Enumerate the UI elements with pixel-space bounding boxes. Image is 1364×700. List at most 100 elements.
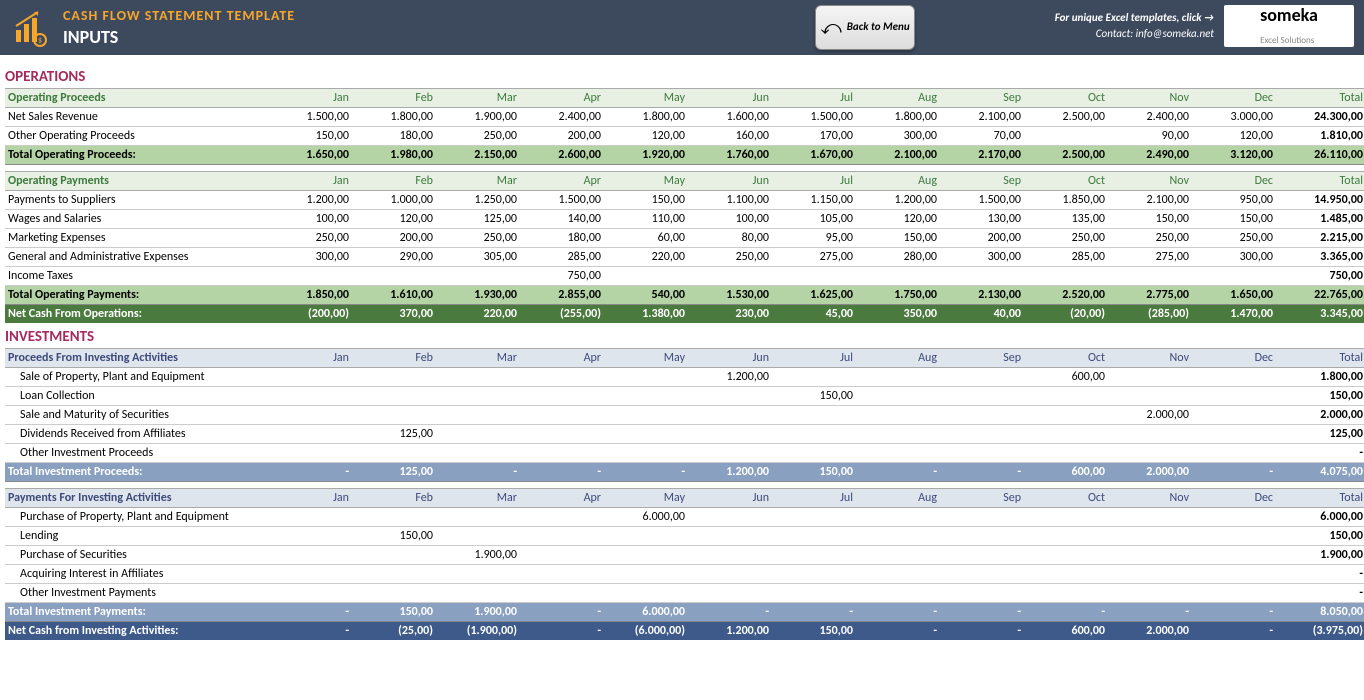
data-cell[interactable]: [858, 406, 942, 425]
data-cell[interactable]: 6.000,00: [1278, 508, 1364, 527]
data-cell[interactable]: 300,00: [942, 248, 1026, 267]
data-cell[interactable]: 3.000,00: [1194, 108, 1278, 127]
data-cell[interactable]: [858, 368, 942, 387]
data-cell[interactable]: 1.800,00: [1278, 368, 1364, 387]
data-cell[interactable]: [1026, 267, 1110, 286]
data-cell[interactable]: [942, 546, 1026, 565]
data-cell[interactable]: 1.500,00: [270, 108, 354, 127]
data-cell[interactable]: 1.900,00: [438, 546, 522, 565]
data-cell[interactable]: [606, 387, 690, 406]
data-cell[interactable]: [354, 406, 438, 425]
data-cell[interactable]: 1.600,00: [690, 108, 774, 127]
data-cell[interactable]: [1110, 267, 1194, 286]
data-cell[interactable]: [774, 565, 858, 584]
data-cell[interactable]: [1194, 425, 1278, 444]
row-label[interactable]: Purchase of Property, Plant and Equipmen…: [5, 508, 270, 527]
data-cell[interactable]: [1110, 387, 1194, 406]
data-cell[interactable]: [1110, 508, 1194, 527]
data-cell[interactable]: [1026, 584, 1110, 603]
data-cell[interactable]: 80,00: [690, 229, 774, 248]
data-cell[interactable]: [438, 368, 522, 387]
data-cell[interactable]: [942, 406, 1026, 425]
data-cell[interactable]: 1.810,00: [1278, 127, 1364, 146]
row-label[interactable]: Net Sales Revenue: [5, 108, 270, 127]
data-cell[interactable]: [690, 387, 774, 406]
data-cell[interactable]: 110,00: [606, 210, 690, 229]
data-cell[interactable]: [774, 267, 858, 286]
data-cell[interactable]: 250,00: [438, 127, 522, 146]
data-cell[interactable]: [522, 425, 606, 444]
data-cell[interactable]: [1110, 565, 1194, 584]
data-cell[interactable]: [690, 267, 774, 286]
data-cell[interactable]: [438, 565, 522, 584]
data-cell[interactable]: 150,00: [354, 527, 438, 546]
data-cell[interactable]: [270, 444, 354, 463]
data-cell[interactable]: [270, 508, 354, 527]
data-cell[interactable]: [690, 527, 774, 546]
data-cell[interactable]: [942, 508, 1026, 527]
data-cell[interactable]: [1194, 546, 1278, 565]
data-cell[interactable]: 160,00: [690, 127, 774, 146]
data-cell[interactable]: [270, 425, 354, 444]
data-cell[interactable]: 600,00: [1026, 368, 1110, 387]
data-cell[interactable]: 280,00: [858, 248, 942, 267]
data-cell[interactable]: 150,00: [606, 191, 690, 210]
data-cell[interactable]: [1026, 527, 1110, 546]
data-cell[interactable]: 100,00: [690, 210, 774, 229]
data-cell[interactable]: [354, 584, 438, 603]
data-cell[interactable]: [1194, 584, 1278, 603]
data-cell[interactable]: [438, 444, 522, 463]
data-cell[interactable]: -: [1278, 584, 1364, 603]
data-cell[interactable]: [1194, 444, 1278, 463]
data-cell[interactable]: [1194, 406, 1278, 425]
data-cell[interactable]: [354, 508, 438, 527]
data-cell[interactable]: 285,00: [1026, 248, 1110, 267]
data-cell[interactable]: [606, 527, 690, 546]
data-cell[interactable]: 1.200,00: [270, 191, 354, 210]
data-cell[interactable]: [690, 584, 774, 603]
data-cell[interactable]: 90,00: [1110, 127, 1194, 146]
data-cell[interactable]: [606, 368, 690, 387]
data-cell[interactable]: [858, 546, 942, 565]
data-cell[interactable]: [438, 406, 522, 425]
data-cell[interactable]: [606, 425, 690, 444]
data-cell[interactable]: 950,00: [1194, 191, 1278, 210]
data-cell[interactable]: 120,00: [858, 210, 942, 229]
row-label[interactable]: Sale of Property, Plant and Equipment: [5, 368, 270, 387]
data-cell[interactable]: [1110, 368, 1194, 387]
data-cell[interactable]: 200,00: [354, 229, 438, 248]
data-cell[interactable]: [858, 584, 942, 603]
data-cell[interactable]: [690, 425, 774, 444]
data-cell[interactable]: 750,00: [1278, 267, 1364, 286]
data-cell[interactable]: 750,00: [522, 267, 606, 286]
data-cell[interactable]: 285,00: [522, 248, 606, 267]
data-cell[interactable]: [942, 425, 1026, 444]
data-cell[interactable]: [270, 387, 354, 406]
data-cell[interactable]: [1026, 406, 1110, 425]
data-cell[interactable]: 1.100,00: [690, 191, 774, 210]
data-cell[interactable]: [606, 406, 690, 425]
data-cell[interactable]: [354, 267, 438, 286]
data-cell[interactable]: [1110, 584, 1194, 603]
data-cell[interactable]: [522, 546, 606, 565]
data-cell[interactable]: 300,00: [858, 127, 942, 146]
data-cell[interactable]: 150,00: [270, 127, 354, 146]
data-cell[interactable]: [858, 267, 942, 286]
data-cell[interactable]: [438, 387, 522, 406]
data-cell[interactable]: [1194, 368, 1278, 387]
data-cell[interactable]: 1.150,00: [774, 191, 858, 210]
data-cell[interactable]: [942, 444, 1026, 463]
data-cell[interactable]: 1.000,00: [354, 191, 438, 210]
data-cell[interactable]: [774, 425, 858, 444]
data-cell[interactable]: 250,00: [690, 248, 774, 267]
data-cell[interactable]: [522, 406, 606, 425]
data-cell[interactable]: 105,00: [774, 210, 858, 229]
data-cell[interactable]: 1.500,00: [774, 108, 858, 127]
data-cell[interactable]: [690, 508, 774, 527]
data-cell[interactable]: [606, 546, 690, 565]
data-cell[interactable]: 1.200,00: [858, 191, 942, 210]
row-label[interactable]: Other Investment Proceeds: [5, 444, 270, 463]
data-cell[interactable]: [690, 565, 774, 584]
data-cell[interactable]: [438, 508, 522, 527]
data-cell[interactable]: 1.900,00: [438, 108, 522, 127]
